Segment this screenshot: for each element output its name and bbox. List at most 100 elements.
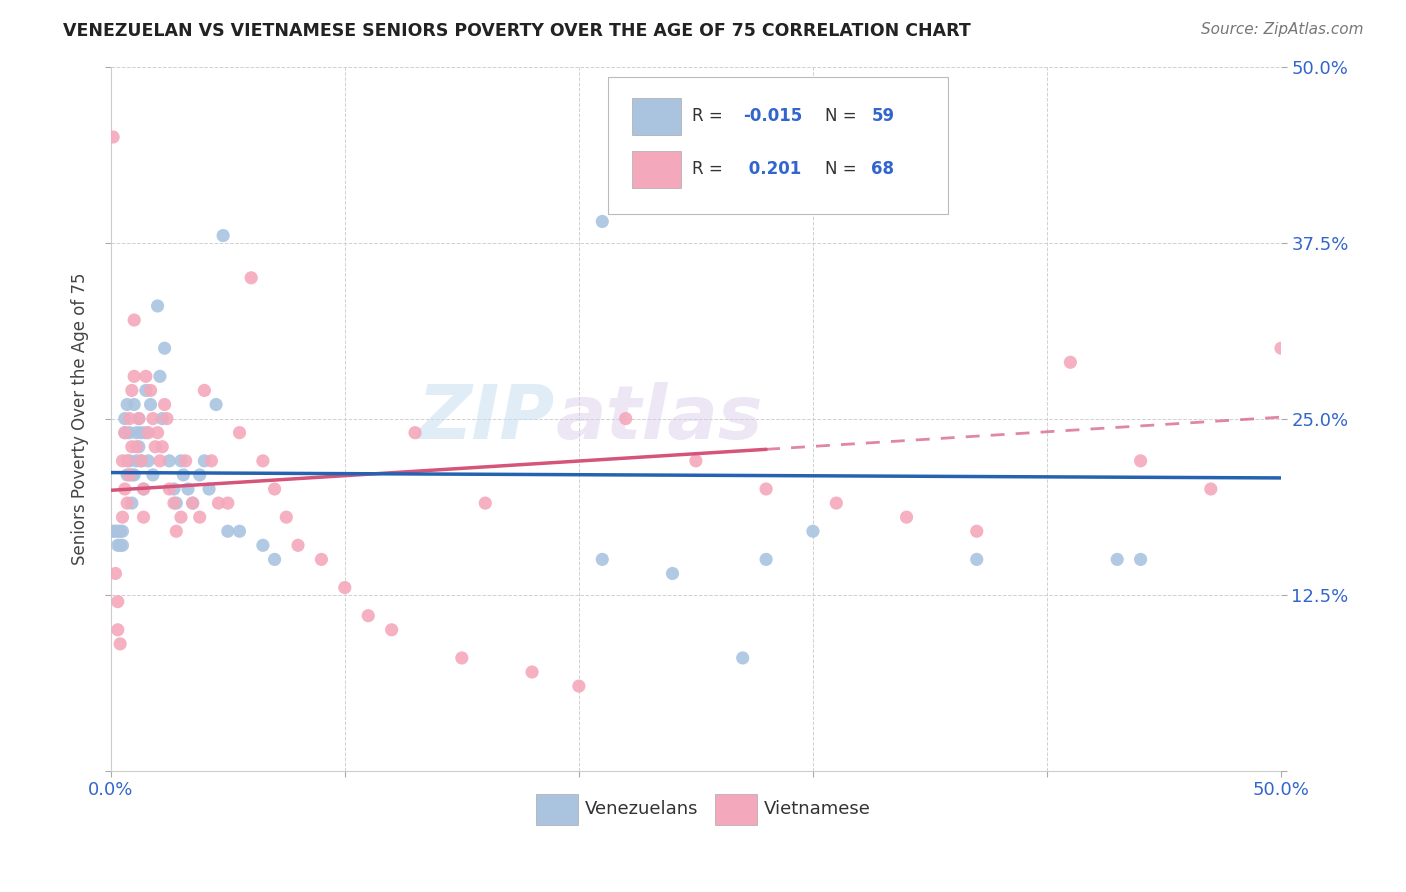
Point (1199, 482, 1222, 496)
Point (685, 454, 707, 468)
Point (118, 467, 141, 482)
Point (207, 496, 229, 510)
Point (143, 440, 166, 454)
Point (153, 397, 176, 411)
Text: atlas: atlas (555, 382, 763, 455)
Point (101, 130, 124, 145)
Point (107, 623, 129, 637)
Point (333, 581, 356, 595)
Text: VENEZUELAN VS VIETNAMESE SENIORS POVERTY OVER THE AGE OF 75 CORRELATION CHART: VENEZUELAN VS VIETNAMESE SENIORS POVERTY… (63, 22, 972, 40)
Point (125, 425, 148, 440)
Point (118, 425, 141, 440)
Point (114, 425, 136, 440)
Point (132, 482, 155, 496)
Text: Vietnamese: Vietnamese (763, 800, 870, 818)
Point (287, 538, 309, 552)
Point (163, 496, 186, 510)
Point (129, 454, 152, 468)
Point (172, 467, 194, 482)
Point (150, 411, 173, 425)
Point (104, 566, 127, 581)
Point (198, 482, 221, 496)
Y-axis label: Seniors Poverty Over the Age of 75: Seniors Poverty Over the Age of 75 (72, 272, 89, 565)
Point (474, 496, 496, 510)
Point (193, 384, 215, 398)
Point (165, 496, 187, 510)
Text: Venezuelans: Venezuelans (585, 800, 699, 818)
Point (966, 524, 988, 539)
Point (146, 425, 169, 440)
Point (163, 482, 186, 496)
Point (142, 467, 165, 482)
Point (149, 369, 172, 384)
Point (252, 454, 274, 468)
Point (135, 369, 157, 384)
Point (174, 454, 197, 468)
Point (129, 425, 152, 440)
Point (966, 552, 988, 566)
Point (108, 538, 131, 552)
Point (107, 524, 129, 539)
Point (122, 467, 145, 482)
Point (107, 594, 129, 608)
Text: R =: R = (692, 160, 723, 178)
Point (825, 496, 848, 510)
Text: N =: N = (825, 107, 856, 125)
Point (263, 552, 285, 566)
Point (568, 679, 591, 693)
Point (165, 524, 187, 539)
Point (614, 411, 637, 425)
Point (1270, 341, 1292, 355)
Point (139, 384, 162, 398)
Point (108, 637, 131, 651)
Text: R =: R = (692, 107, 723, 125)
Point (188, 510, 211, 524)
Point (115, 454, 138, 468)
FancyBboxPatch shape (714, 794, 756, 825)
Point (121, 384, 143, 398)
Point (149, 454, 172, 468)
Point (217, 496, 239, 510)
Point (121, 440, 143, 454)
Point (755, 482, 778, 496)
Point (142, 411, 165, 425)
Point (263, 482, 285, 496)
Point (121, 467, 143, 482)
Point (240, 270, 263, 285)
Point (136, 454, 159, 468)
Point (114, 425, 136, 440)
Point (136, 425, 159, 440)
Point (101, 524, 124, 539)
Point (1107, 552, 1129, 566)
Point (755, 552, 778, 566)
FancyBboxPatch shape (631, 98, 681, 135)
Point (252, 538, 274, 552)
Point (896, 510, 918, 524)
Point (122, 369, 145, 384)
Point (111, 538, 134, 552)
Text: -0.015: -0.015 (742, 107, 801, 125)
Point (181, 496, 204, 510)
Point (661, 566, 683, 581)
Text: Source: ZipAtlas.com: Source: ZipAtlas.com (1201, 22, 1364, 37)
Point (520, 665, 543, 679)
Point (111, 510, 134, 524)
Point (157, 454, 180, 468)
Point (357, 608, 380, 623)
Point (129, 454, 152, 468)
Point (115, 467, 138, 482)
Point (107, 538, 129, 552)
Text: 0.201: 0.201 (742, 160, 801, 178)
Point (157, 482, 180, 496)
Point (125, 454, 148, 468)
Point (104, 524, 127, 539)
Point (217, 524, 239, 539)
Point (1129, 454, 1152, 468)
Point (212, 228, 235, 243)
Point (591, 552, 613, 566)
Point (115, 496, 138, 510)
Point (311, 552, 333, 566)
Text: 68: 68 (872, 160, 894, 178)
Point (111, 524, 134, 539)
Point (205, 397, 228, 411)
